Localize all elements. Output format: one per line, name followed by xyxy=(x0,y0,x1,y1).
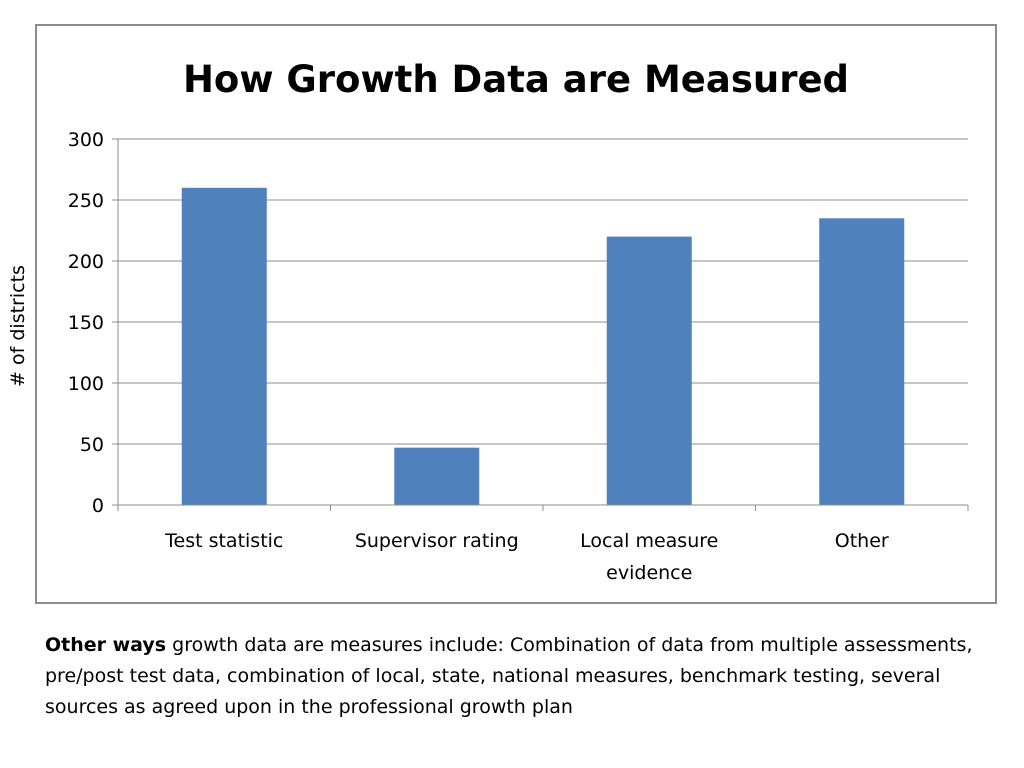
y-tick-label-6: 300 xyxy=(68,129,104,151)
x-tick-label-3: Other xyxy=(835,530,889,552)
x-tick-label-0: Test statistic xyxy=(164,530,283,552)
chart-title: How Growth Data are Measured xyxy=(183,58,849,101)
y-axis-label: # of districts xyxy=(7,265,29,387)
x-tick-label-2-line-0: Local measure xyxy=(580,530,718,552)
note-lead: Other ways xyxy=(45,634,167,656)
bars xyxy=(181,187,905,506)
x-tick-label-1: Supervisor rating xyxy=(355,530,519,552)
y-tick-label-4: 200 xyxy=(68,251,104,273)
y-tick-label-1: 50 xyxy=(80,434,104,456)
y-tick-label-5: 250 xyxy=(68,190,104,212)
axes xyxy=(112,138,969,511)
y-tick-labels: 0 50 100 150 200 250 300 xyxy=(68,129,104,517)
x-tick-label-1-line-0: Supervisor rating xyxy=(355,530,519,552)
y-tick-label-2: 100 xyxy=(68,373,104,395)
x-tick-label-2-line-1: evidence xyxy=(606,562,692,584)
y-tick-label-3: 150 xyxy=(68,312,104,334)
x-tick-label-2: Local measure evidence xyxy=(580,530,718,584)
x-tick-label-0-line-0: Test statistic xyxy=(164,530,283,552)
bar-3 xyxy=(819,218,905,506)
bar-2 xyxy=(606,236,692,505)
bar-chart: How Growth Data are Measured 0 50 100 150 20… xyxy=(68,58,969,584)
note-text: Other ways growth data are measures incl… xyxy=(45,630,985,723)
note-body: growth data are measures include: Combin… xyxy=(45,634,973,718)
y-tick-label-0: 0 xyxy=(92,495,104,517)
x-tick-labels: Test statistic Supervisor rating Local mea… xyxy=(164,530,889,584)
x-tick-label-3-line-0: Other xyxy=(835,530,889,552)
bar-1 xyxy=(394,447,480,505)
bar-0 xyxy=(181,187,267,506)
